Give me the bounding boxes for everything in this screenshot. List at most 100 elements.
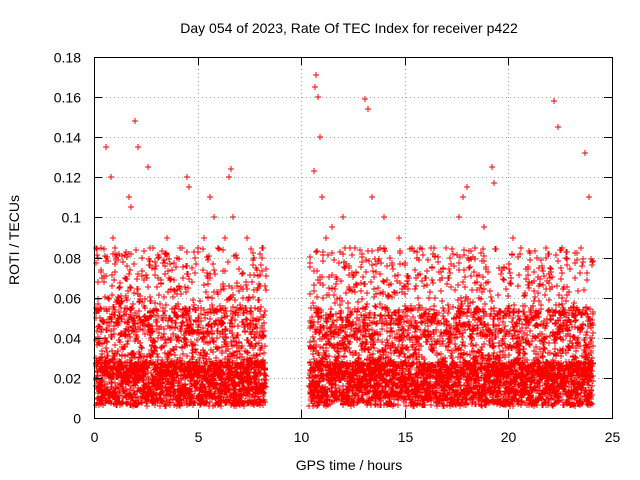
scatter-point xyxy=(472,245,478,251)
scatter-point xyxy=(456,214,462,220)
y-tick-label: 0.18 xyxy=(54,50,81,66)
y-tick-label: 0.06 xyxy=(54,291,81,307)
y-tick-label: 0.1 xyxy=(62,210,82,226)
x-tick-label: 15 xyxy=(398,429,414,445)
scatter-point xyxy=(315,94,321,100)
scatter-point xyxy=(312,84,318,90)
scatter-point xyxy=(234,255,240,261)
scatter-point xyxy=(369,194,375,200)
x-tick-label: 25 xyxy=(605,429,621,445)
scatter-point xyxy=(226,174,232,180)
scatter-point xyxy=(586,194,592,200)
scatter-point xyxy=(228,166,234,172)
scatter-point xyxy=(155,255,161,261)
scatter-point xyxy=(406,275,412,281)
x-tick-label: 20 xyxy=(501,429,517,445)
scatter-point xyxy=(186,184,192,190)
scatter-point xyxy=(139,255,145,261)
scatter-point xyxy=(340,214,346,220)
scatter-point xyxy=(122,275,128,281)
scatter-point xyxy=(460,194,466,200)
scatter-point xyxy=(439,275,445,281)
chart-title: Day 054 of 2023, Rate Of TEC Index for r… xyxy=(180,20,518,36)
scatter-point xyxy=(510,235,516,241)
axis-ticks xyxy=(94,57,613,419)
scatter-point xyxy=(184,174,190,180)
scatter-point xyxy=(323,235,329,241)
scatter-point xyxy=(501,265,507,271)
scatter-point xyxy=(135,144,141,150)
scatter-point xyxy=(108,174,114,180)
scatter-point xyxy=(205,275,211,281)
scatter-point xyxy=(346,265,352,271)
scatter-point xyxy=(174,255,180,261)
scatter-point xyxy=(112,245,118,251)
scatter-point xyxy=(251,255,257,261)
scatter-point xyxy=(582,150,588,156)
scatter-point xyxy=(149,265,155,271)
scatter-point xyxy=(313,72,319,78)
scatter-point xyxy=(491,180,497,186)
plot-frame xyxy=(94,57,613,419)
scatter-points xyxy=(93,72,596,409)
scatter-point xyxy=(352,245,358,251)
scatter-point xyxy=(489,164,495,170)
scatter-point xyxy=(365,106,371,112)
scatter-point xyxy=(578,245,584,251)
scatter-point xyxy=(551,98,557,104)
scatter-point xyxy=(116,295,122,301)
scatter-point xyxy=(563,255,569,261)
scatter-point xyxy=(201,235,207,241)
y-tick-label: 0.16 xyxy=(54,90,81,106)
y-tick-label: 0 xyxy=(73,411,81,427)
scatter-point xyxy=(180,275,186,281)
scatter-point xyxy=(518,245,524,251)
x-axis-title: GPS time / hours xyxy=(296,457,403,473)
scatter-point xyxy=(319,194,325,200)
scatter-point xyxy=(431,245,437,251)
scatter-point xyxy=(211,214,217,220)
scatter-point xyxy=(414,255,420,261)
scatter-point xyxy=(132,118,138,124)
y-tick-label: 0.12 xyxy=(54,170,81,186)
scatter-point xyxy=(555,124,561,130)
scatter-point xyxy=(447,255,453,261)
scatter-point xyxy=(543,245,549,251)
y-tick-label: 0.04 xyxy=(54,331,81,347)
scatter-point xyxy=(145,164,151,170)
scatter-point xyxy=(195,245,201,251)
scatter-point xyxy=(311,168,317,174)
scatter-point xyxy=(164,235,170,241)
scatter-point xyxy=(396,235,402,241)
y-axis-title: ROTI / TECUs xyxy=(6,195,22,285)
scatter-point xyxy=(481,224,487,230)
x-tick-labels: 0 5 10 15 20 25 xyxy=(91,429,621,445)
scatter-point xyxy=(329,224,335,230)
x-tick-label: 0 xyxy=(91,429,99,445)
scatter-point xyxy=(215,245,221,251)
scatter-point xyxy=(526,285,532,291)
y-tick-label: 0.02 xyxy=(54,371,81,387)
scatter-point xyxy=(362,96,368,102)
y-tick-label: 0.08 xyxy=(54,251,81,267)
scatter-point xyxy=(547,265,553,271)
scatter-point xyxy=(381,214,387,220)
scatter-point xyxy=(317,134,323,140)
scatter-point xyxy=(423,275,429,281)
y-tick-labels: 0 0.02 0.04 0.06 0.08 0.1 0.12 0.14 0.16 0.18 xyxy=(54,50,81,427)
scatter-point xyxy=(240,295,246,301)
scatter-point xyxy=(110,235,116,241)
x-tick-label: 10 xyxy=(294,429,310,445)
scatter-point xyxy=(230,214,236,220)
scatter-point xyxy=(244,235,250,241)
x-tick-label: 5 xyxy=(195,429,203,445)
scatter-point xyxy=(255,285,261,291)
scatter-point xyxy=(126,194,132,200)
scatter-point xyxy=(377,245,383,251)
scatter-point xyxy=(259,245,265,251)
scatter-point xyxy=(387,255,393,261)
y-tick-label: 0.14 xyxy=(54,130,81,146)
scatter-point xyxy=(534,255,540,261)
scatter-point xyxy=(464,184,470,190)
